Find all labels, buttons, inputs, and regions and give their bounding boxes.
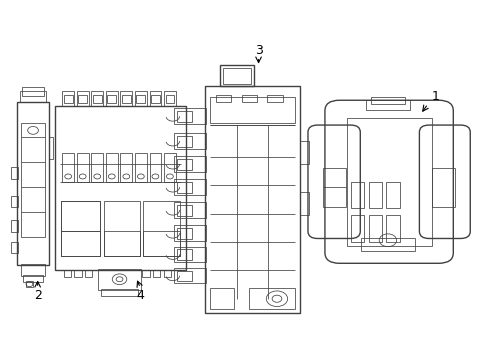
Bar <box>164 153 176 182</box>
Bar <box>135 153 147 182</box>
Bar <box>64 270 71 277</box>
Bar <box>210 288 234 309</box>
Bar <box>135 91 147 105</box>
Bar <box>143 201 180 256</box>
Bar <box>122 95 131 103</box>
Bar <box>22 87 44 96</box>
Bar <box>85 270 93 277</box>
Bar <box>143 231 180 256</box>
Bar <box>62 153 74 182</box>
Bar <box>177 271 192 282</box>
Bar <box>164 270 171 277</box>
Bar <box>20 91 47 102</box>
Bar <box>10 242 18 253</box>
Bar <box>174 133 206 149</box>
Bar <box>368 215 382 242</box>
Bar <box>92 153 103 182</box>
Bar <box>174 179 206 195</box>
Bar <box>10 167 18 179</box>
Bar <box>351 215 364 242</box>
Bar <box>177 228 192 239</box>
Bar <box>55 105 186 270</box>
Bar <box>21 123 45 237</box>
Bar <box>368 182 382 208</box>
Bar <box>98 269 141 290</box>
Bar <box>249 288 295 309</box>
Bar <box>174 108 206 124</box>
Bar <box>149 91 161 105</box>
Bar <box>371 97 405 104</box>
Bar <box>351 182 364 208</box>
Bar <box>61 231 99 256</box>
Bar <box>100 289 138 296</box>
Bar <box>121 91 132 105</box>
Bar <box>49 138 53 159</box>
Bar <box>151 95 160 103</box>
Bar <box>21 264 45 276</box>
Bar <box>220 65 254 86</box>
Bar <box>366 100 410 110</box>
Bar <box>164 91 176 105</box>
Bar <box>177 159 192 170</box>
Bar <box>322 168 346 207</box>
Bar <box>216 95 231 102</box>
Bar <box>142 270 149 277</box>
Bar <box>361 238 415 251</box>
Text: 4: 4 <box>136 289 144 302</box>
Bar <box>267 95 283 102</box>
Bar <box>177 205 192 216</box>
Bar <box>174 202 206 218</box>
Bar <box>77 91 89 105</box>
Bar <box>106 91 118 105</box>
Bar <box>387 182 400 208</box>
Bar <box>177 136 192 147</box>
Bar <box>103 231 140 256</box>
Bar <box>64 95 73 103</box>
Bar <box>242 95 257 102</box>
Bar <box>347 118 432 246</box>
Bar <box>166 95 174 103</box>
Bar <box>153 270 160 277</box>
Bar <box>61 201 99 256</box>
Bar <box>174 268 206 283</box>
Bar <box>177 249 192 260</box>
Bar <box>106 153 118 182</box>
Bar <box>107 95 116 103</box>
Bar <box>432 168 455 207</box>
Bar <box>10 220 18 232</box>
Bar <box>103 201 140 256</box>
Bar <box>137 95 145 103</box>
Text: 1: 1 <box>432 90 440 103</box>
Bar <box>177 182 192 193</box>
Bar <box>78 95 87 103</box>
Bar <box>77 153 89 182</box>
Text: 2: 2 <box>34 289 42 302</box>
Bar <box>223 68 251 84</box>
Bar <box>61 201 99 231</box>
Bar <box>121 153 132 182</box>
Bar <box>174 225 206 241</box>
Bar <box>93 95 101 103</box>
Bar <box>205 86 300 313</box>
Bar <box>149 153 161 182</box>
Bar <box>26 282 33 287</box>
Bar <box>74 270 82 277</box>
Bar <box>387 215 400 242</box>
Bar <box>17 102 49 265</box>
Bar <box>177 111 192 122</box>
Bar <box>174 247 206 262</box>
Bar <box>23 275 43 282</box>
Bar <box>92 91 103 105</box>
Bar <box>62 91 74 105</box>
Text: 3: 3 <box>255 44 263 57</box>
Bar <box>300 192 309 215</box>
Bar <box>10 195 18 207</box>
Bar <box>300 141 309 164</box>
Bar <box>174 156 206 172</box>
Bar <box>210 97 295 123</box>
